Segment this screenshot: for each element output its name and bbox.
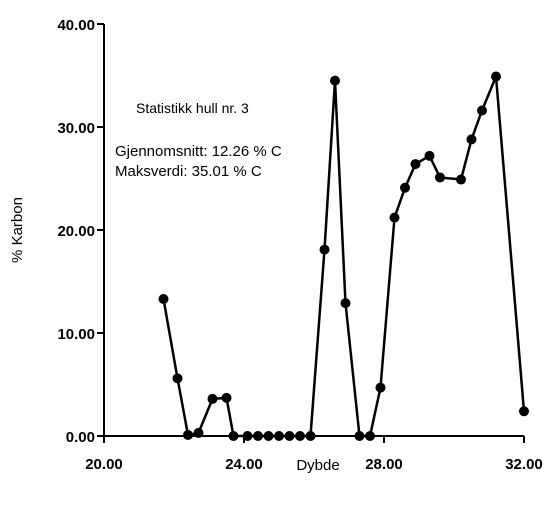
annotation-mean: Gjennomsnitt: 12.26 % C bbox=[115, 143, 282, 160]
data-point bbox=[435, 172, 445, 183]
x-tick-label: 32.00 bbox=[505, 456, 543, 473]
x-tick-label: 24.00 bbox=[225, 456, 263, 473]
data-point bbox=[295, 431, 305, 441]
data-point bbox=[389, 212, 400, 223]
data-point bbox=[319, 244, 330, 255]
x-tick-label: 28.00 bbox=[365, 456, 403, 473]
data-point bbox=[172, 373, 183, 384]
data-point bbox=[158, 294, 169, 305]
y-tick-label: 40.00 bbox=[57, 17, 95, 34]
data-point bbox=[340, 298, 351, 309]
data-point bbox=[330, 75, 340, 86]
data-point bbox=[253, 431, 263, 441]
y-tick-label: 30.00 bbox=[57, 120, 95, 137]
annotation-title: Statistikk hull nr. 3 bbox=[136, 100, 249, 116]
data-point bbox=[193, 427, 204, 438]
y-tick-label: 20.00 bbox=[57, 223, 95, 240]
x-tick-label: 20.00 bbox=[85, 456, 123, 473]
y-axis-label: % Karbon bbox=[9, 197, 26, 263]
data-point bbox=[228, 431, 239, 441]
data-point bbox=[207, 393, 218, 404]
data-point bbox=[354, 431, 365, 441]
y-ticks: 0.00 10.00 20.00 30.00 40.00 bbox=[57, 17, 104, 446]
annotation-max: Maksverdi: 35.01 % C bbox=[115, 163, 262, 180]
data-point bbox=[305, 431, 316, 441]
data-point bbox=[477, 105, 487, 116]
data-point bbox=[221, 392, 232, 403]
data-point bbox=[410, 159, 421, 170]
series-line bbox=[162, 75, 526, 438]
y-tick-label: 10.00 bbox=[57, 326, 95, 343]
series bbox=[158, 71, 529, 441]
data-point bbox=[491, 71, 501, 82]
x-axis-label: Dybde bbox=[296, 457, 339, 474]
data-point bbox=[284, 431, 295, 441]
data-point bbox=[274, 431, 284, 441]
data-point bbox=[365, 431, 375, 441]
data-point bbox=[183, 429, 193, 440]
data-point bbox=[519, 406, 529, 417]
data-point bbox=[263, 431, 274, 441]
data-point bbox=[400, 182, 410, 193]
data-point bbox=[424, 150, 435, 161]
x-ticks: 20.00 24.00 28.00 32.00 bbox=[85, 436, 543, 473]
y-tick-label: 0.00 bbox=[66, 429, 95, 446]
data-point bbox=[242, 431, 253, 441]
data-point bbox=[466, 134, 477, 145]
data-point bbox=[456, 174, 466, 185]
data-point bbox=[375, 382, 386, 393]
